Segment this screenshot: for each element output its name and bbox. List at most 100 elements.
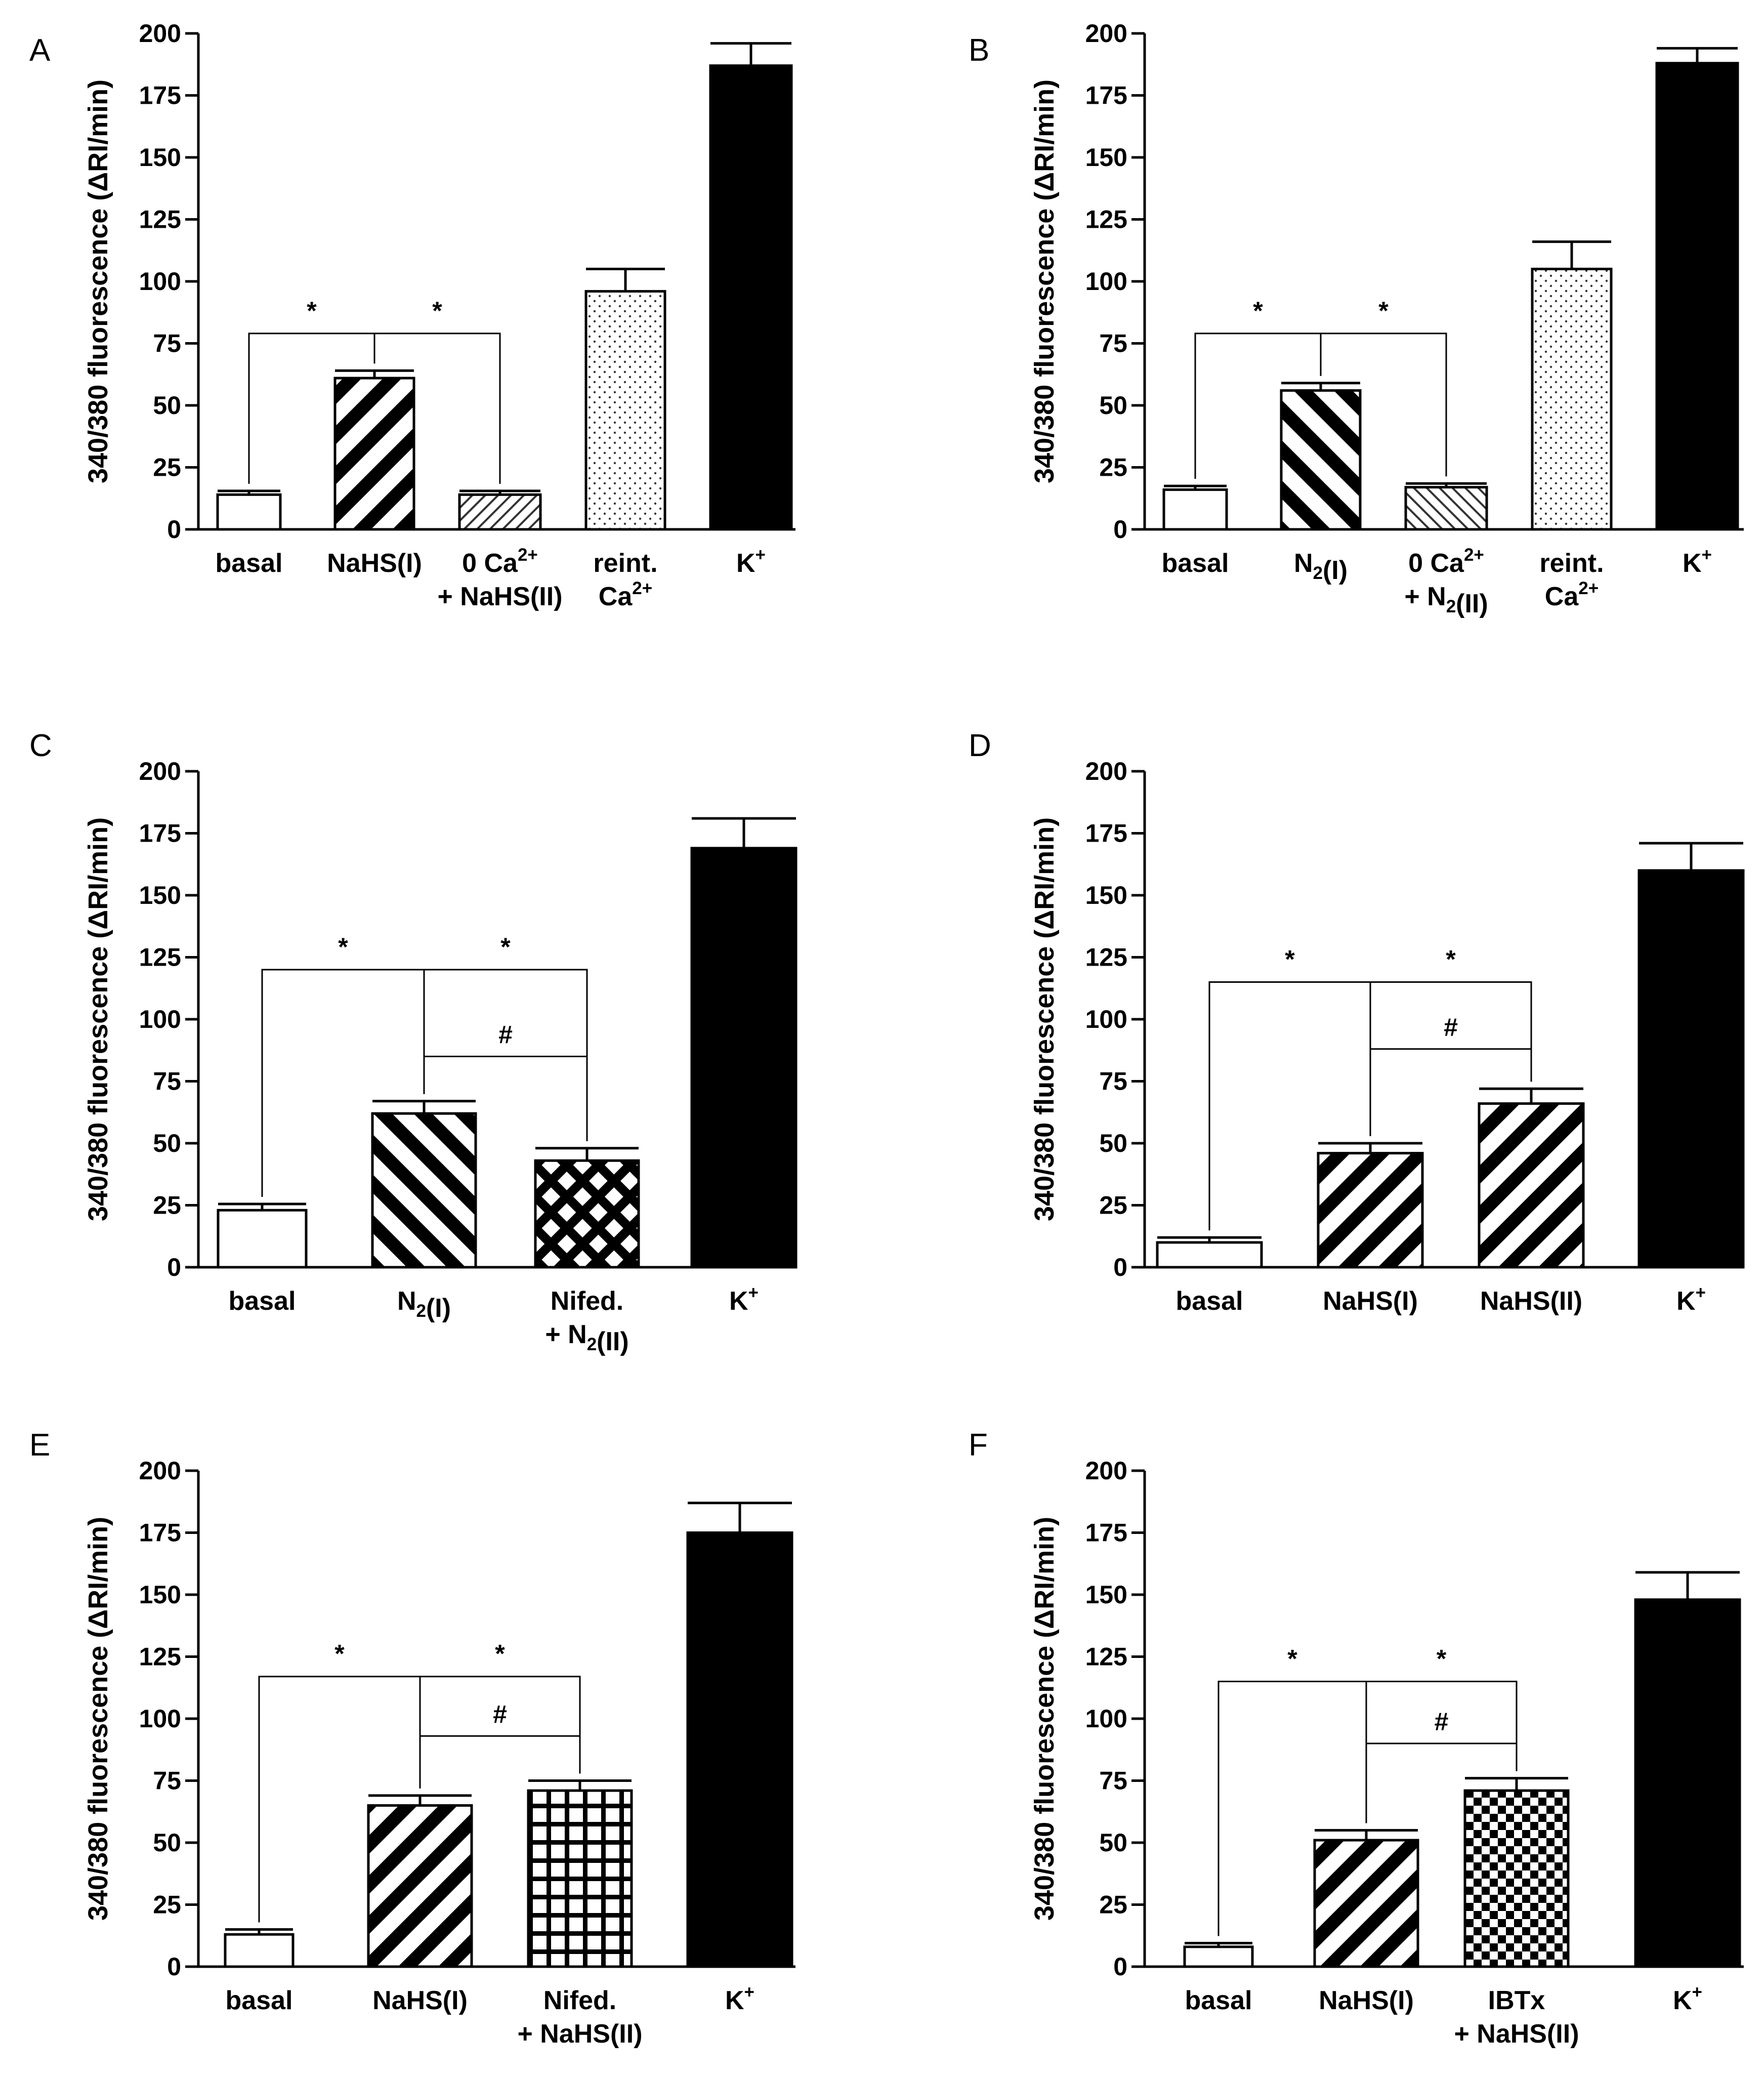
y-tick-label: 50	[153, 1129, 181, 1157]
bar	[584, 290, 666, 531]
significance-bracket	[423, 1056, 588, 1141]
bar	[1183, 1945, 1254, 1968]
bar	[217, 1209, 308, 1269]
y-tick-label: 200	[139, 757, 181, 785]
bar	[709, 64, 793, 531]
bar	[1531, 268, 1613, 531]
significance-label: *	[307, 297, 317, 325]
category-label: basal	[1185, 1986, 1252, 2015]
category-label: + NaHS(II)	[1454, 2019, 1579, 2049]
y-axis-title: 340/380 fluorescence (ΔRI/min)	[83, 79, 113, 483]
y-tick-label: 25	[1099, 453, 1127, 482]
panel-e: E 0 25 50 75 100 125 150 175 200 340/380 fluoresce…	[29, 1428, 795, 2049]
y-tick-label: 175	[139, 819, 181, 848]
y-tick-label: 125	[1085, 943, 1127, 972]
significance-label: *	[500, 933, 511, 961]
category-label: + N2(II)	[545, 1320, 628, 1356]
significance-label: *	[1437, 1645, 1447, 1673]
significance-label: *	[1446, 945, 1456, 974]
significance-label: *	[1378, 297, 1389, 325]
y-tick-label: 200	[1085, 1457, 1127, 1485]
y-tick-label: 150	[139, 1581, 181, 1609]
y-tick-label: 75	[153, 329, 181, 358]
category-label: N2(I)	[397, 1286, 451, 1323]
category-label: reint.	[593, 549, 657, 578]
category-label: + NaHS(II)	[517, 2019, 642, 2049]
category-label: N2(I)	[1294, 549, 1348, 585]
y-tick-label: 150	[139, 143, 181, 172]
y-tick-label: 150	[139, 881, 181, 909]
y-tick-label: 25	[1099, 1891, 1127, 1919]
category-label: K+	[1673, 1982, 1702, 2015]
bar	[1313, 1839, 1419, 1968]
y-tick-label: 100	[139, 1005, 181, 1033]
y-tick-label: 75	[153, 1067, 181, 1096]
bar	[333, 377, 415, 531]
bar	[367, 1804, 473, 1968]
bar	[1478, 1102, 1585, 1269]
y-tick-label: 175	[139, 1519, 181, 1547]
y-tick-label: 125	[139, 1643, 181, 1671]
significance-label: *	[338, 933, 348, 961]
significance-label: *	[432, 297, 442, 325]
panel-c: C 0 25 50 75 100 125 150 175 200 340/380 fluoresce…	[29, 728, 797, 1356]
category-label: Nifed.	[543, 1986, 616, 2015]
category-label: NaHS(II)	[1480, 1286, 1582, 1316]
panel-d: D 0 25 50 75 100 125 150 175 200 340/380 fluoresce…	[969, 728, 1745, 1316]
panel-letter: A	[29, 33, 51, 68]
panel-letter: F	[969, 1428, 988, 1463]
y-tick-label: 75	[1099, 1767, 1127, 1795]
significance-label: #	[1435, 1708, 1449, 1736]
category-label: K+	[1676, 1283, 1706, 1316]
y-tick-label: 50	[153, 1828, 181, 1857]
y-tick-label: 200	[1085, 757, 1127, 785]
y-axis-title: 340/380 fluorescence (ΔRI/min)	[83, 1517, 113, 1921]
significance-label: #	[1444, 1013, 1458, 1042]
panel-letter: D	[969, 728, 991, 763]
y-tick-label: 175	[1085, 81, 1127, 110]
panel-letter: E	[29, 1428, 50, 1463]
y-tick-label: 200	[139, 19, 181, 48]
panel-b: B 0 25 50 75 100 125 150 175 200 340/380 fluoresce…	[969, 19, 1744, 618]
bar	[527, 1789, 633, 1968]
category-label: K+	[736, 545, 766, 578]
category-label: basal	[216, 549, 283, 578]
bar	[1280, 389, 1362, 531]
y-axis-title: 340/380 fluorescence (ΔRI/min)	[83, 817, 113, 1221]
panel-a: A 0 25 50 75 100 125 150 175 200 340/380 fluoresce…	[29, 19, 795, 611]
y-axis-title: 340/380 fluorescence (ΔRI/min)	[1029, 817, 1060, 1221]
y-tick-label: 175	[139, 81, 181, 110]
bar	[1655, 62, 1739, 531]
bar	[224, 1933, 295, 1968]
panels-root: A 0 25 50 75 100 125 150 175 200 340/380 fluoresce…	[29, 19, 1745, 2049]
y-axis-title: 340/380 fluorescence (ΔRI/min)	[1029, 1517, 1060, 1921]
y-tick-label: 25	[153, 453, 181, 482]
bar	[1317, 1152, 1424, 1269]
category-label: NaHS(I)	[1323, 1286, 1418, 1316]
y-tick-label: 0	[167, 1952, 181, 1981]
category-label: Nifed.	[551, 1286, 623, 1316]
bar	[686, 1531, 793, 1968]
bar	[216, 493, 282, 531]
category-label: K+	[1683, 545, 1712, 578]
y-tick-label: 50	[153, 391, 181, 420]
y-tick-label: 125	[139, 943, 181, 972]
y-tick-label: 25	[153, 1191, 181, 1220]
y-tick-label: 0	[1113, 1952, 1127, 1981]
bar	[1637, 869, 1745, 1269]
category-label: + NaHS(II)	[437, 582, 562, 611]
y-tick-label: 175	[1085, 819, 1127, 848]
significance-label: *	[1253, 297, 1263, 325]
significance-bracket	[1369, 1048, 1532, 1136]
category-label: 0 Ca2+	[462, 545, 538, 578]
category-label: Ca2+	[1545, 578, 1599, 611]
category-label: K+	[729, 1283, 759, 1316]
y-tick-label: 75	[1099, 1067, 1127, 1096]
y-tick-label: 0	[1113, 515, 1127, 544]
significance-bracket	[1365, 1742, 1518, 1823]
y-tick-label: 50	[1099, 391, 1127, 420]
category-label: IBTx	[1488, 1986, 1545, 2015]
y-tick-label: 75	[153, 1767, 181, 1795]
y-tick-label: 175	[1085, 1519, 1127, 1547]
category-label: NaHS(I)	[327, 549, 422, 578]
